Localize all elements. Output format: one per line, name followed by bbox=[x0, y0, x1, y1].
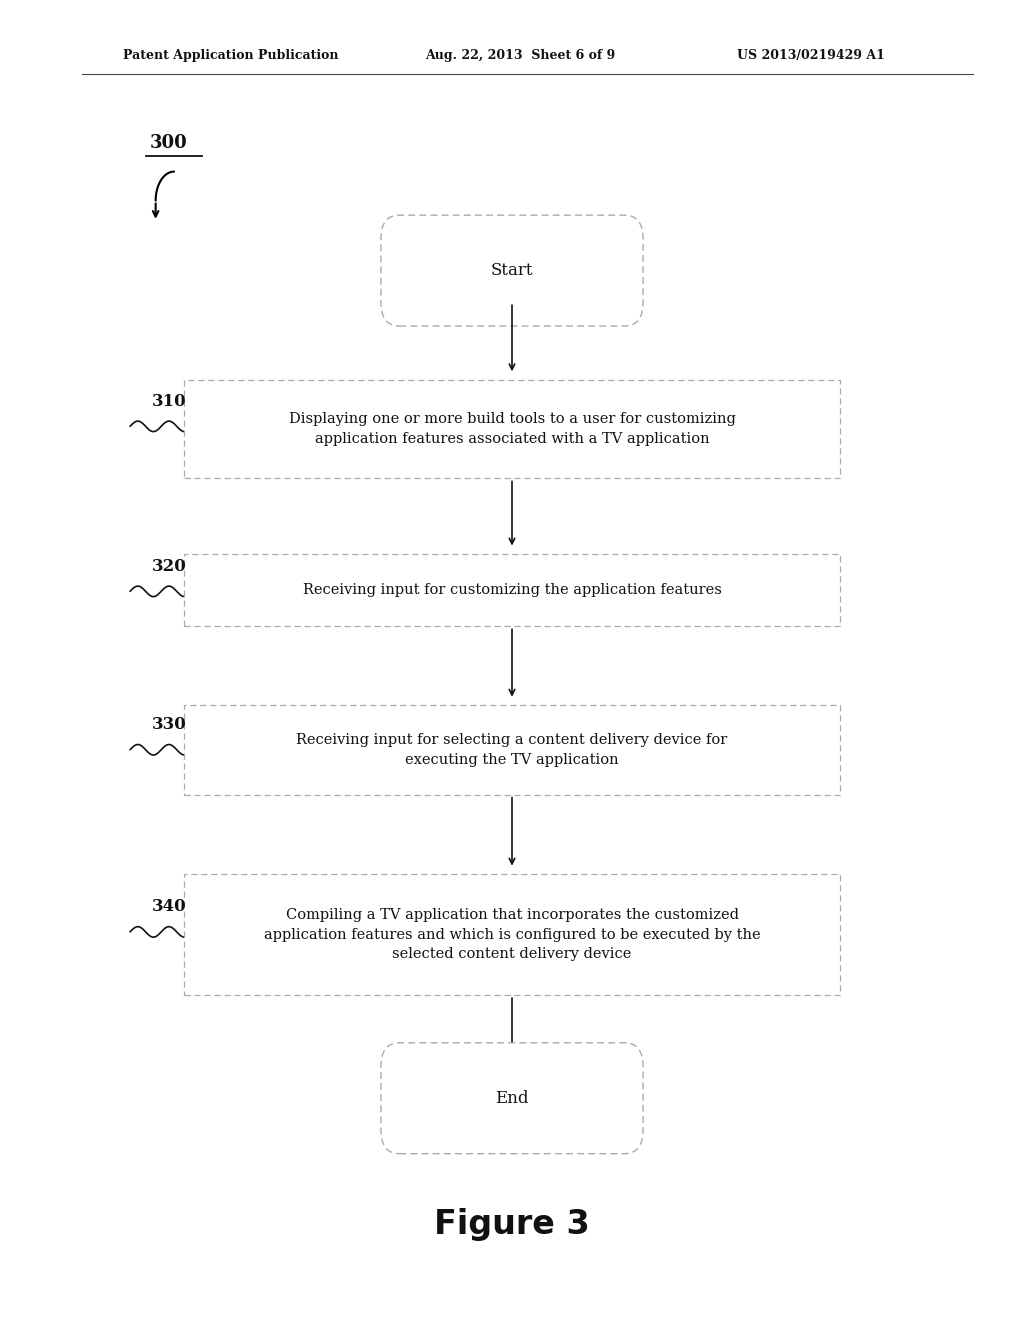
Text: End: End bbox=[496, 1090, 528, 1106]
FancyBboxPatch shape bbox=[184, 553, 840, 626]
Text: Aug. 22, 2013  Sheet 6 of 9: Aug. 22, 2013 Sheet 6 of 9 bbox=[425, 49, 615, 62]
Text: Displaying one or more build tools to a user for customizing
application feature: Displaying one or more build tools to a … bbox=[289, 412, 735, 446]
Text: 310: 310 bbox=[152, 393, 186, 409]
FancyBboxPatch shape bbox=[381, 1043, 643, 1154]
Text: Receiving input for customizing the application features: Receiving input for customizing the appl… bbox=[302, 583, 722, 597]
Text: Receiving input for selecting a content delivery device for
executing the TV app: Receiving input for selecting a content … bbox=[296, 733, 728, 767]
Text: Start: Start bbox=[490, 263, 534, 279]
Text: 330: 330 bbox=[152, 717, 186, 733]
FancyBboxPatch shape bbox=[184, 874, 840, 995]
Text: Compiling a TV application that incorporates the customized
application features: Compiling a TV application that incorpor… bbox=[264, 908, 760, 961]
Text: 340: 340 bbox=[152, 899, 186, 915]
Text: 320: 320 bbox=[152, 558, 186, 574]
FancyBboxPatch shape bbox=[381, 215, 643, 326]
Text: 300: 300 bbox=[151, 133, 187, 152]
Text: Patent Application Publication: Patent Application Publication bbox=[123, 49, 338, 62]
FancyBboxPatch shape bbox=[184, 705, 840, 795]
Text: Figure 3: Figure 3 bbox=[434, 1209, 590, 1241]
FancyBboxPatch shape bbox=[184, 380, 840, 478]
Text: US 2013/0219429 A1: US 2013/0219429 A1 bbox=[737, 49, 885, 62]
